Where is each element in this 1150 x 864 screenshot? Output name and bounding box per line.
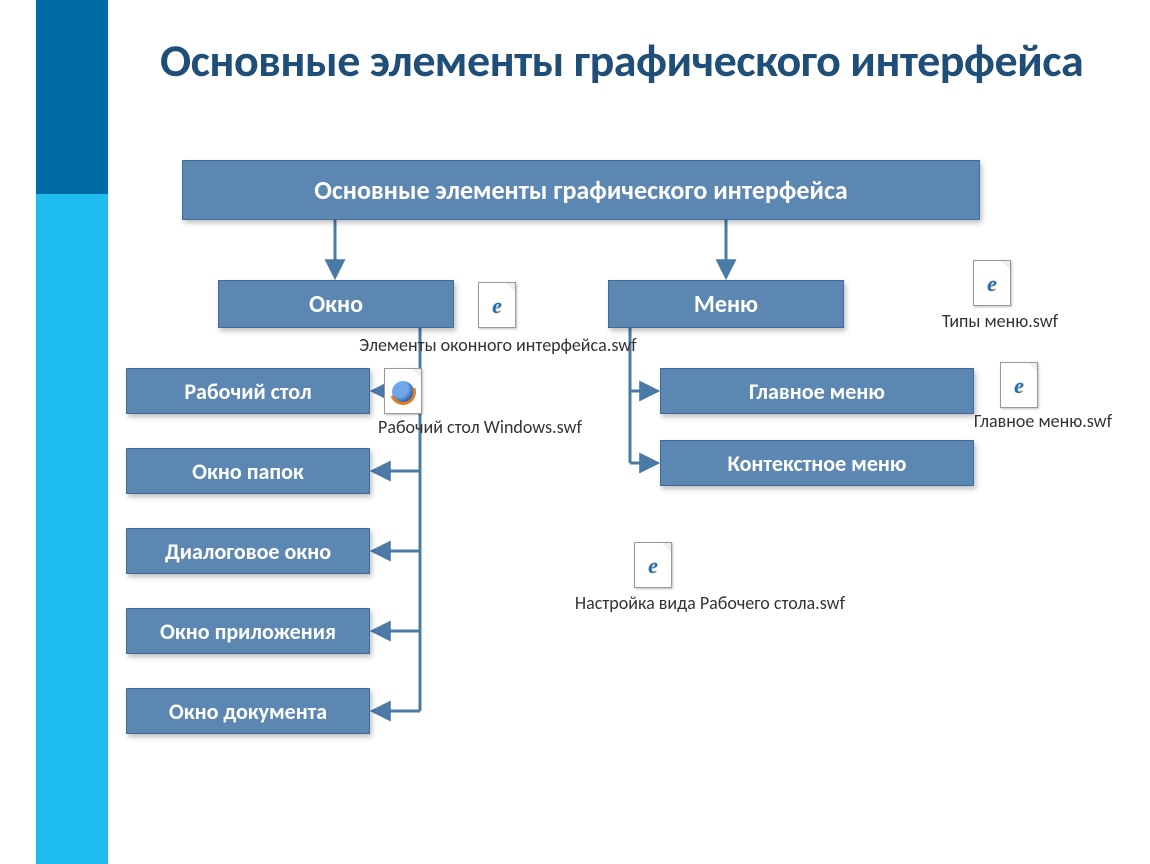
node-root: Основные элементы графического интерфейс… xyxy=(182,160,980,220)
node-label: Диалоговое окно xyxy=(165,538,331,565)
file-caption: Настройка вида Рабочего стола.swf xyxy=(540,592,880,614)
file-icon-ie[interactable] xyxy=(634,542,672,588)
file-icon-firefox[interactable] xyxy=(384,368,422,414)
node-label: Контекстное меню xyxy=(728,450,907,477)
node-app: Окно приложения xyxy=(126,608,370,654)
file-caption: Главное меню.swf xyxy=(958,410,1128,432)
node-doc: Окно документа xyxy=(126,688,370,734)
slide-title: Основные элементы графического интерфейс… xyxy=(160,36,1120,87)
file-caption: Элементы оконного интерфейса.swf xyxy=(348,334,648,356)
file-icon-ie[interactable] xyxy=(478,282,516,328)
node-menu: Меню xyxy=(608,280,844,328)
node-label: Окно приложения xyxy=(160,618,336,645)
node-label: Окно документа xyxy=(169,698,327,725)
node-label: Окно xyxy=(309,290,363,319)
slide-stage: Основные элементы графического интерфейс… xyxy=(0,0,1150,864)
node-label: Основные элементы графического интерфейс… xyxy=(314,174,847,206)
file-caption: Типы меню.swf xyxy=(920,310,1080,332)
sidebar-accent-light xyxy=(36,194,108,864)
node-label: Меню xyxy=(694,290,758,319)
file-caption: Рабочий стол Windows.swf xyxy=(350,416,610,438)
node-label: Окно папок xyxy=(192,458,304,485)
node-label: Главное меню xyxy=(749,378,885,405)
node-desk: Рабочий стол xyxy=(126,368,370,414)
node-cmenu: Контекстное меню xyxy=(660,440,974,486)
file-icon-ie[interactable] xyxy=(1000,362,1038,408)
file-icon-ie[interactable] xyxy=(973,260,1011,306)
node-dialog: Диалоговое окно xyxy=(126,528,370,574)
node-gmenu: Главное меню xyxy=(660,368,974,414)
node-okno: Окно xyxy=(218,280,454,328)
node-folder: Окно папок xyxy=(126,448,370,494)
node-label: Рабочий стол xyxy=(184,378,311,405)
